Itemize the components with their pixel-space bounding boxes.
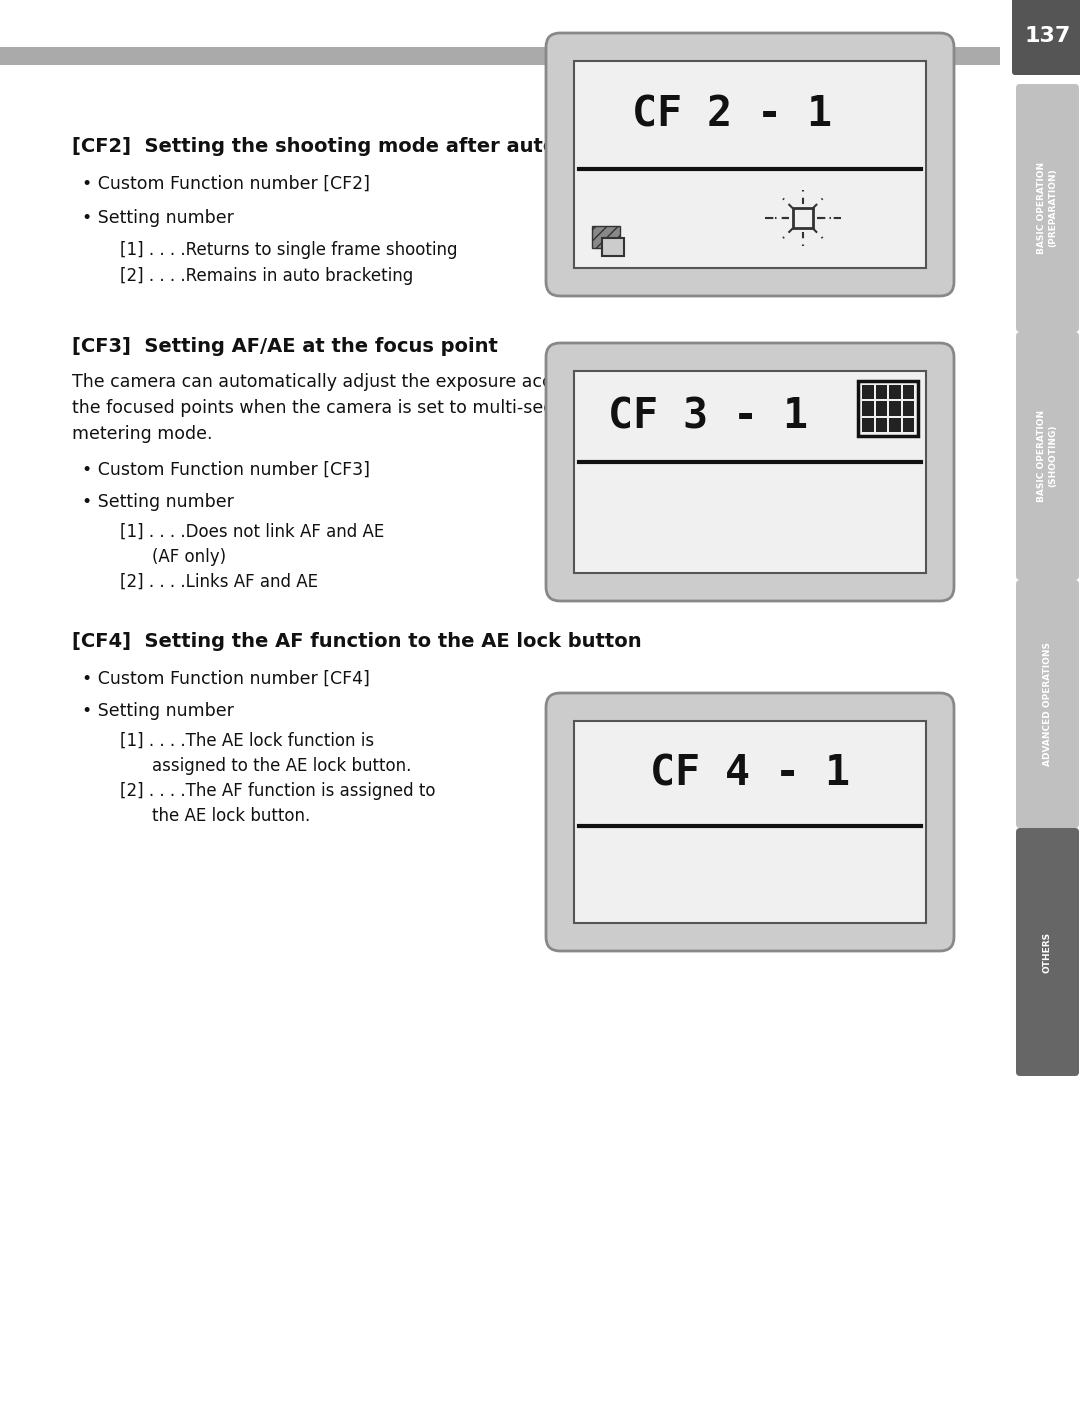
- Text: the AE lock button.: the AE lock button.: [152, 808, 310, 825]
- Bar: [592, 225, 620, 248]
- Bar: [0, 47, 1000, 66]
- Text: metering mode.: metering mode.: [72, 425, 213, 442]
- Bar: [876, 401, 887, 415]
- FancyBboxPatch shape: [1012, 0, 1080, 76]
- Bar: [862, 401, 874, 415]
- FancyBboxPatch shape: [546, 33, 954, 295]
- Text: [CF4]  Setting the AF function to the AE lock button: [CF4] Setting the AF function to the AE …: [72, 632, 642, 651]
- FancyBboxPatch shape: [1016, 84, 1079, 332]
- Bar: [573, 721, 926, 923]
- Text: (AF only): (AF only): [152, 548, 226, 567]
- Text: • Setting number: • Setting number: [82, 208, 234, 227]
- Bar: [876, 385, 887, 400]
- Text: • Custom Function number [CF2]: • Custom Function number [CF2]: [82, 176, 370, 193]
- Bar: [862, 385, 874, 400]
- Text: [CF2]  Setting the shooting mode after auto bracket shooting: [CF2] Setting the shooting mode after au…: [72, 137, 750, 156]
- Text: • Custom Function number [CF3]: • Custom Function number [CF3]: [82, 461, 370, 479]
- Text: [2] . . . .Remains in auto bracketing: [2] . . . .Remains in auto bracketing: [120, 267, 414, 285]
- FancyBboxPatch shape: [546, 342, 954, 601]
- Text: [1] . . . .Returns to single frame shooting: [1] . . . .Returns to single frame shoot…: [120, 241, 458, 258]
- FancyBboxPatch shape: [1016, 332, 1079, 579]
- Text: [1] . . . .Does not link AF and AE: [1] . . . .Does not link AF and AE: [120, 524, 384, 541]
- Bar: [903, 401, 914, 415]
- Text: ADVANCED OPERATIONS: ADVANCED OPERATIONS: [1043, 642, 1052, 766]
- Text: OTHERS: OTHERS: [1043, 932, 1052, 973]
- Bar: [889, 401, 901, 415]
- Bar: [889, 385, 901, 400]
- FancyBboxPatch shape: [1016, 828, 1079, 1076]
- Bar: [862, 418, 874, 432]
- Text: The camera can automatically adjust the exposure according to: The camera can automatically adjust the …: [72, 372, 631, 391]
- Text: • Setting number: • Setting number: [82, 702, 234, 721]
- Text: CF 3 - 1: CF 3 - 1: [608, 395, 808, 438]
- Text: CF 4 - 1: CF 4 - 1: [650, 752, 850, 795]
- Bar: [573, 61, 926, 268]
- Text: 137: 137: [1024, 26, 1070, 46]
- Text: assigned to the AE lock button.: assigned to the AE lock button.: [152, 756, 411, 775]
- Text: • Setting number: • Setting number: [82, 492, 234, 511]
- FancyBboxPatch shape: [1016, 579, 1079, 828]
- Text: [2] . . . .The AF function is assigned to: [2] . . . .The AF function is assigned t…: [120, 782, 435, 801]
- Bar: [903, 385, 914, 400]
- Bar: [903, 418, 914, 432]
- Text: CF 2 - 1: CF 2 - 1: [633, 94, 833, 136]
- Bar: [573, 371, 926, 574]
- Text: BASIC OPERATION
(SHOOTING): BASIC OPERATION (SHOOTING): [1038, 410, 1057, 502]
- Bar: [889, 418, 901, 432]
- Bar: [858, 381, 918, 437]
- Text: BASIC OPERATION
(PREPARATION): BASIC OPERATION (PREPARATION): [1038, 161, 1057, 254]
- Bar: [876, 418, 887, 432]
- Text: [2] . . . .Links AF and AE: [2] . . . .Links AF and AE: [120, 574, 318, 591]
- Bar: [602, 238, 624, 255]
- Text: [1] . . . .The AE lock function is: [1] . . . .The AE lock function is: [120, 732, 374, 751]
- Text: • Custom Function number [CF4]: • Custom Function number [CF4]: [82, 671, 369, 688]
- Text: the focused points when the camera is set to multi-segment: the focused points when the camera is se…: [72, 400, 600, 417]
- Text: [CF3]  Setting AF/AE at the focus point: [CF3] Setting AF/AE at the focus point: [72, 337, 498, 355]
- Bar: [793, 208, 813, 228]
- FancyBboxPatch shape: [546, 694, 954, 950]
